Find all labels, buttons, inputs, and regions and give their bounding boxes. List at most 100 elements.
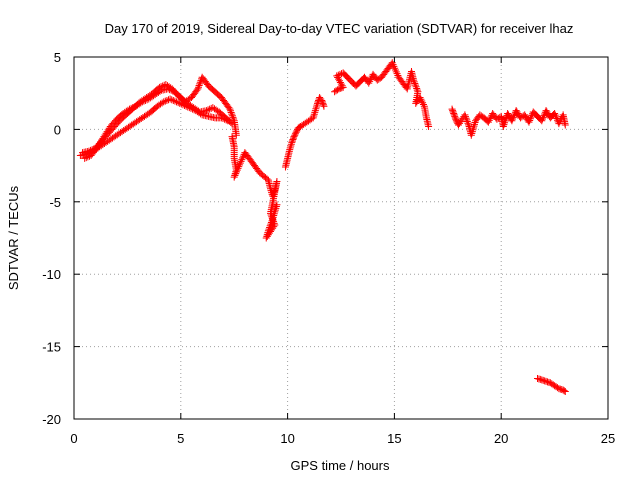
data-point — [468, 128, 476, 136]
data-point — [264, 227, 272, 235]
data-point — [462, 114, 470, 122]
data-point — [419, 99, 427, 107]
data-point — [239, 154, 247, 162]
data-point — [551, 109, 559, 117]
y-tick-label: -20 — [42, 412, 61, 427]
data-point — [365, 79, 373, 87]
data-point — [514, 109, 522, 117]
data-point — [538, 117, 546, 125]
data-point — [230, 115, 238, 123]
data-point — [485, 116, 493, 124]
data-point — [416, 94, 424, 102]
data-point — [272, 204, 280, 212]
data-point — [286, 144, 294, 152]
data-point — [266, 223, 274, 231]
data-point — [163, 96, 171, 104]
x-tick-label: 0 — [70, 431, 77, 446]
data-point — [318, 98, 326, 106]
chart-title: Day 170 of 2019, Sidereal Day-to-day VTE… — [105, 21, 574, 36]
axis-ticks — [73, 56, 609, 420]
data-point — [509, 113, 517, 121]
data-point — [335, 77, 343, 85]
series-ramp-middle — [81, 85, 236, 162]
data-point — [311, 107, 319, 115]
y-tick-labels: 5 0 -5 -10 -15 -20 — [42, 50, 61, 427]
y-axis-label: SDTVAR / TECUs — [6, 185, 21, 290]
data-point — [82, 154, 90, 162]
data-point — [320, 102, 328, 110]
data-point — [504, 111, 512, 119]
data-point — [392, 68, 400, 76]
data-point — [196, 78, 204, 86]
plot-frame — [73, 56, 609, 420]
data-point — [202, 107, 210, 115]
data-point — [168, 96, 176, 104]
data-point — [419, 100, 427, 108]
data-point — [504, 109, 512, 117]
data-point — [417, 95, 425, 103]
data-point — [193, 86, 201, 94]
data-point — [319, 101, 327, 109]
x-tick-labels: 0 5 10 15 20 25 — [70, 431, 615, 446]
data-point — [451, 112, 459, 120]
series-segment-late — [448, 105, 569, 139]
data-point — [560, 387, 568, 395]
data-point — [235, 163, 243, 171]
data-point — [171, 97, 179, 105]
data-point — [467, 131, 475, 139]
data-point — [366, 76, 374, 84]
data-point — [318, 96, 326, 104]
data-point — [292, 128, 300, 136]
data-point — [449, 108, 457, 116]
data-point — [410, 78, 418, 86]
data-point — [291, 130, 299, 138]
data-point — [461, 113, 469, 121]
data-point — [270, 212, 278, 220]
data-point — [291, 131, 299, 139]
data-point — [174, 99, 182, 107]
data-point — [232, 131, 240, 139]
data-point — [450, 111, 458, 119]
data-point — [391, 64, 399, 72]
data-point — [84, 153, 92, 161]
data-point — [169, 96, 177, 104]
data-point — [204, 106, 212, 114]
data-point — [410, 76, 418, 84]
data-point — [158, 99, 166, 107]
data-point — [232, 170, 240, 178]
x-axis-label: GPS time / hours — [291, 458, 390, 473]
data-point — [469, 126, 477, 134]
data-point — [273, 201, 281, 209]
data-point — [338, 82, 346, 90]
data-point — [464, 119, 472, 127]
data-point — [449, 107, 457, 115]
data-point — [411, 79, 419, 87]
data-point — [312, 105, 320, 113]
data-point — [555, 120, 563, 128]
x-tick-label: 20 — [494, 431, 508, 446]
data-point — [269, 213, 277, 221]
data-point — [448, 105, 456, 113]
data-point — [411, 81, 419, 89]
data-point — [463, 116, 471, 124]
data-point — [552, 113, 560, 121]
data-point — [87, 146, 95, 154]
data-point — [267, 220, 275, 228]
series-segment-recovery — [281, 94, 328, 171]
data-point — [310, 110, 318, 118]
data-point — [262, 234, 270, 242]
data-point — [238, 156, 246, 164]
data-point — [313, 101, 321, 109]
data-point — [229, 113, 237, 121]
data-point — [526, 115, 534, 123]
series-segment-peak — [331, 59, 433, 131]
data-point — [543, 108, 551, 116]
data-point — [263, 230, 271, 238]
data-point — [471, 120, 478, 128]
data-point — [267, 218, 275, 226]
data-point — [309, 114, 317, 122]
data-point — [526, 116, 534, 124]
data-point — [393, 70, 401, 78]
data-point — [161, 97, 169, 105]
data-point — [468, 129, 476, 137]
